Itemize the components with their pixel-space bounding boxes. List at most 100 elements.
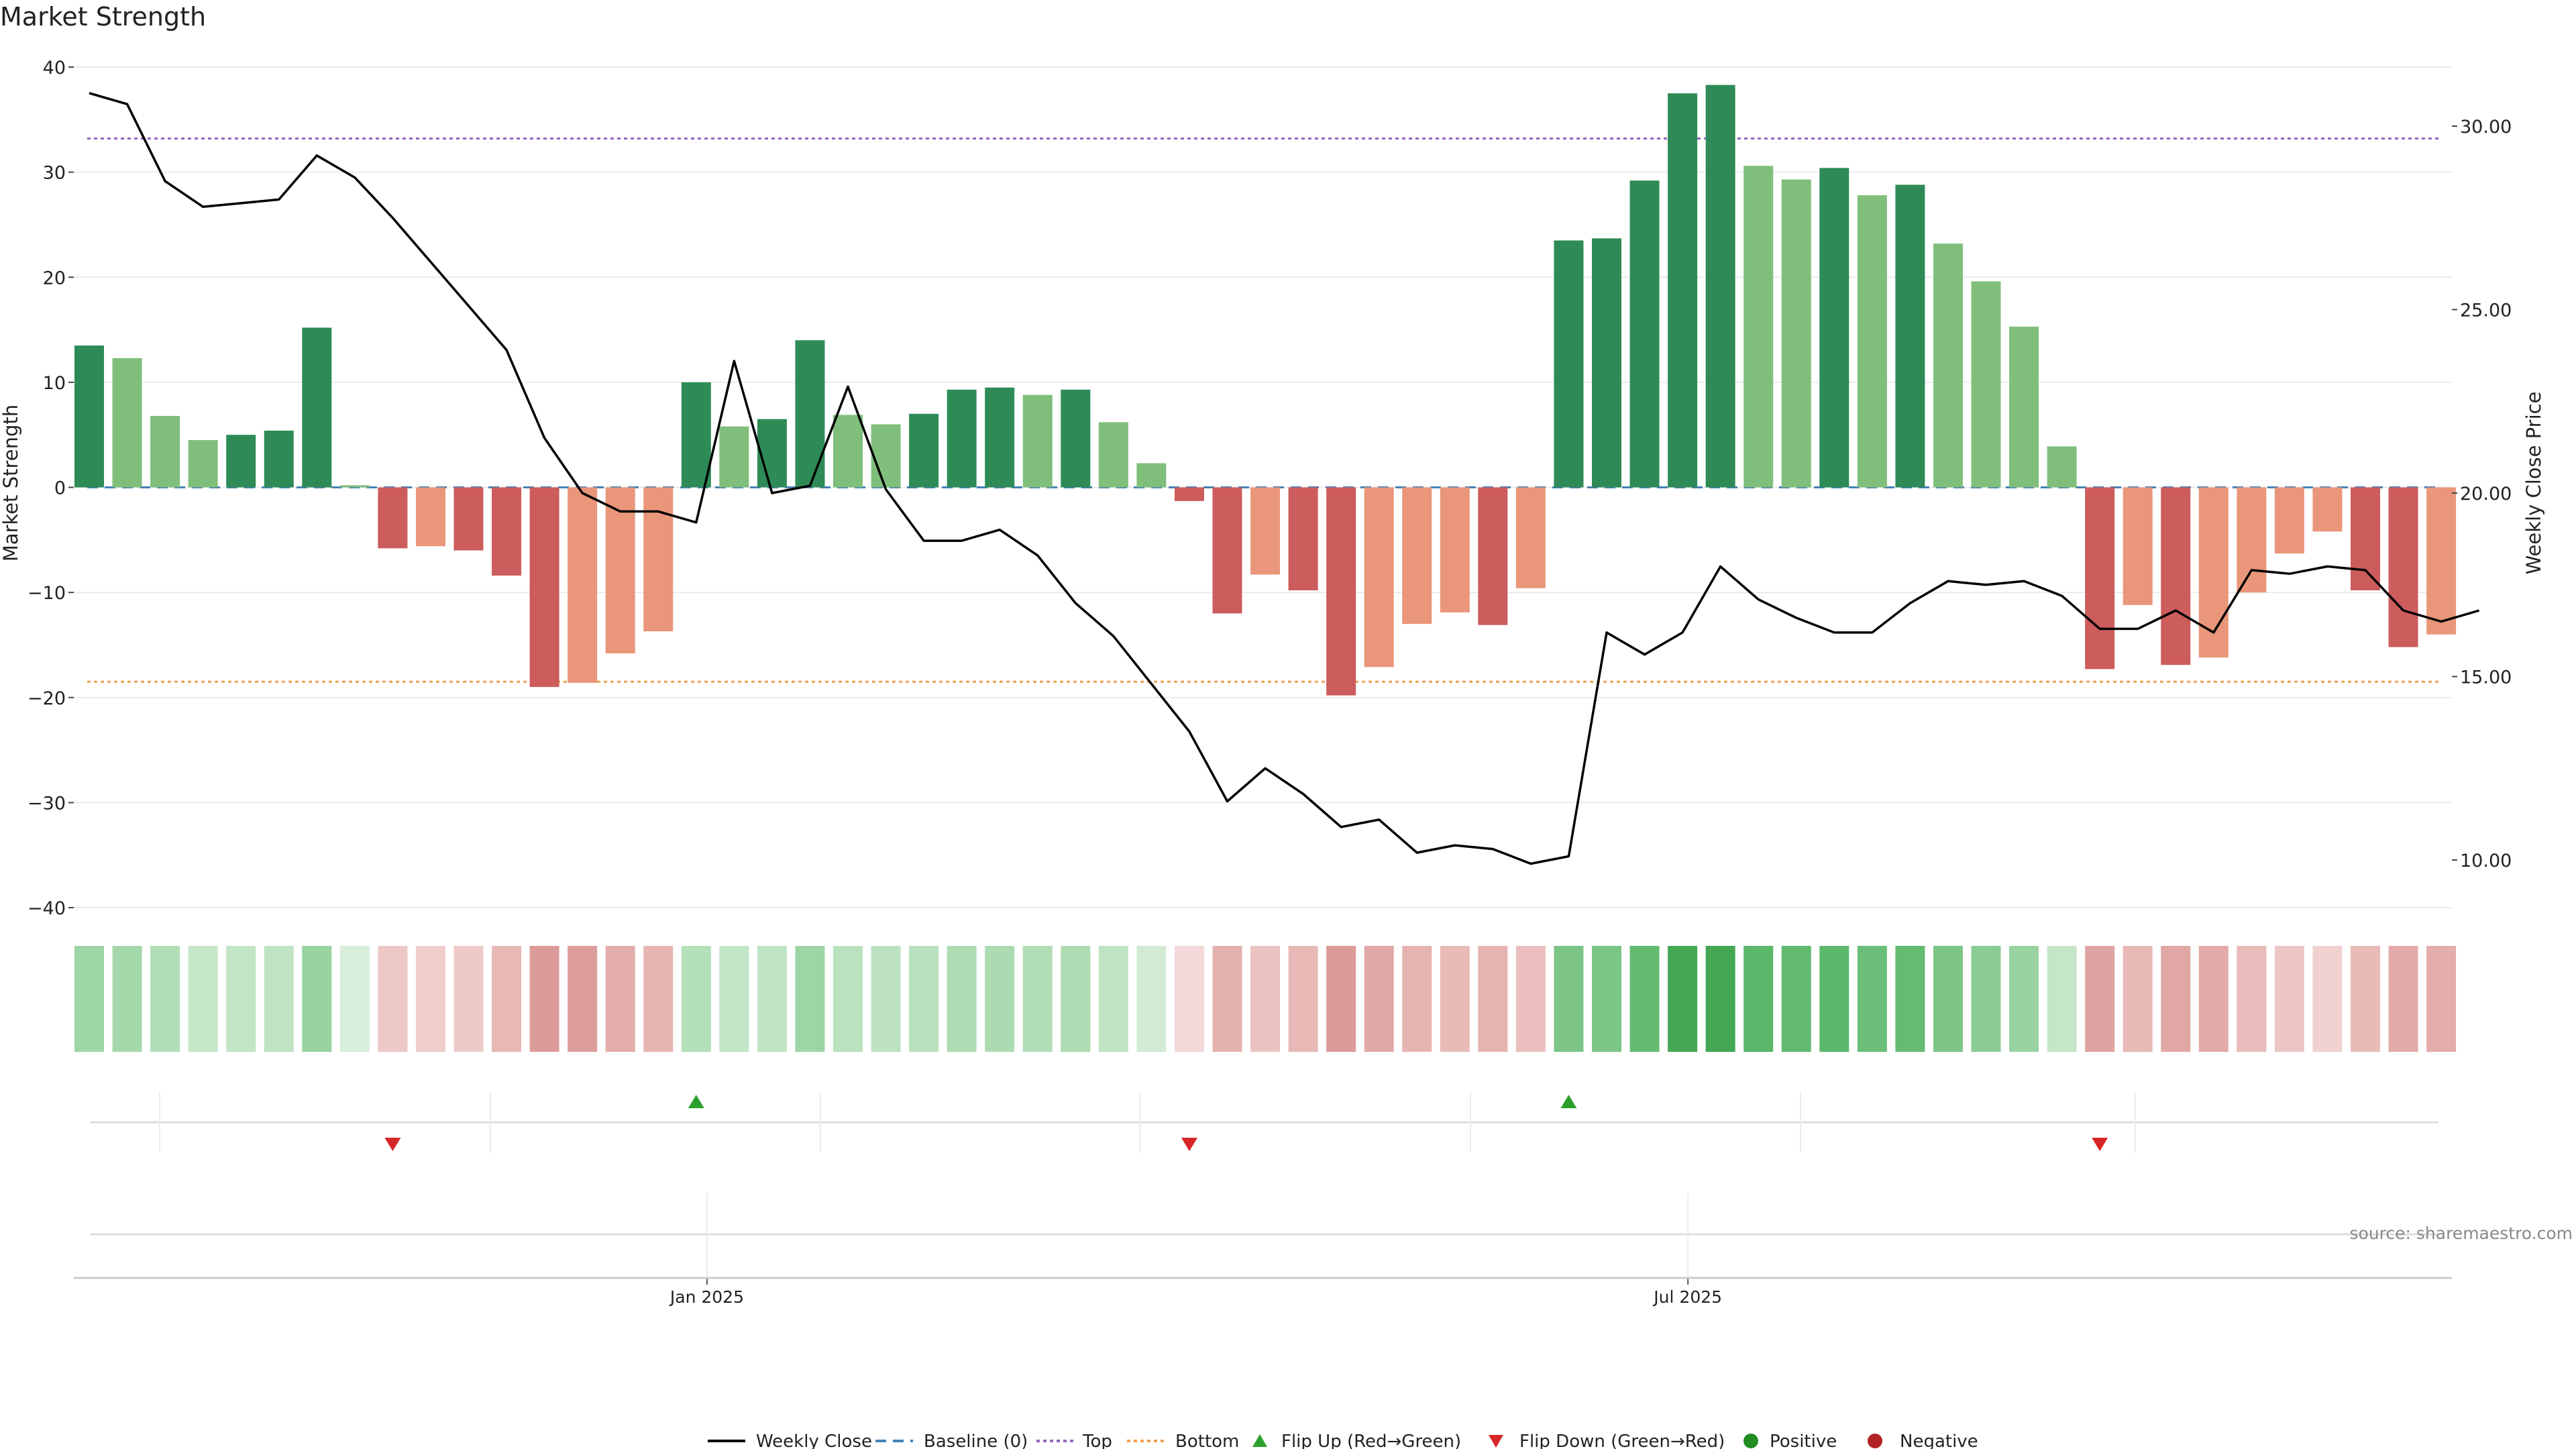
- strip-cell-37: [1478, 946, 1508, 1052]
- bar-17: [719, 426, 749, 488]
- bar-1: [112, 358, 142, 488]
- strip-cell-48: [1895, 946, 1925, 1052]
- bar-14: [605, 487, 635, 653]
- bar-20: [833, 415, 863, 488]
- bar-32: [1288, 487, 1318, 590]
- strip-cell-42: [1668, 946, 1698, 1052]
- bar-27: [1098, 422, 1128, 488]
- strip-cell-38: [1515, 946, 1546, 1052]
- bar-44: [1743, 166, 1774, 488]
- bar-36: [1440, 487, 1470, 612]
- bar-43: [1705, 85, 1735, 488]
- y-left-tick-label-4: 0: [54, 478, 66, 499]
- strip-cell-22: [909, 946, 939, 1052]
- strip-cell-10: [453, 946, 484, 1052]
- x-tick-label-0: Jan 2025: [669, 1287, 744, 1307]
- bar-25: [1022, 394, 1053, 488]
- bar-4: [226, 435, 256, 488]
- strip-cell-58: [2274, 946, 2304, 1052]
- strip-cell-12: [529, 946, 559, 1052]
- x-axis: Jan 2025 Jul 2025: [74, 1193, 2452, 1307]
- strip-cell-43: [1705, 946, 1735, 1052]
- strip-cell-39: [1554, 946, 1584, 1052]
- strip-cell-27: [1098, 946, 1128, 1052]
- bar-60: [2351, 487, 2380, 590]
- bar-28: [1136, 463, 1167, 488]
- legend-swatch-7: [1868, 1434, 1882, 1448]
- strip-cell-46: [1819, 946, 1849, 1052]
- strip-cell-14: [605, 946, 635, 1052]
- bar-62: [2426, 487, 2457, 635]
- strip-cell-7: [339, 946, 370, 1052]
- strip-cell-54: [2123, 946, 2153, 1052]
- strip-cell-9: [415, 946, 445, 1052]
- legend-label-3: Bottom: [1175, 1432, 1239, 1449]
- bar-48: [1895, 184, 1925, 488]
- bar-22: [909, 413, 939, 488]
- strip-cell-33: [1326, 946, 1356, 1052]
- bar-38: [1515, 487, 1546, 588]
- strip-cell-52: [2047, 946, 2077, 1052]
- flip-up-marker-1: [1560, 1095, 1577, 1108]
- strip-cell-57: [2237, 946, 2267, 1052]
- bar-7: [339, 485, 370, 488]
- bar-series: [74, 85, 2457, 696]
- bar-0: [74, 345, 104, 488]
- strip-cell-1: [112, 946, 142, 1052]
- strip-cell-45: [1781, 946, 1811, 1052]
- strip-cell-0: [74, 946, 104, 1052]
- strip-cell-4: [226, 946, 256, 1052]
- bar-55: [2161, 487, 2191, 665]
- y-left-tick-label-8: −40: [28, 898, 66, 919]
- strip-cell-56: [2198, 946, 2229, 1052]
- strip-cell-59: [2312, 946, 2343, 1052]
- y-left-tick-label-7: −30: [28, 793, 66, 814]
- bar-16: [681, 382, 711, 488]
- bar-3: [188, 440, 218, 488]
- bar-26: [1061, 389, 1091, 488]
- strip-cell-23: [947, 946, 977, 1052]
- bar-51: [2009, 326, 2039, 488]
- strip-cell-30: [1212, 946, 1242, 1052]
- bar-49: [1933, 244, 1963, 488]
- legend-swatch-5: [1489, 1435, 1503, 1448]
- y-left-tick-label-1: 30: [43, 163, 66, 184]
- bar-29: [1174, 487, 1204, 501]
- strip-cell-3: [188, 946, 218, 1052]
- strip-cell-16: [681, 946, 711, 1052]
- bar-19: [795, 340, 825, 488]
- bar-10: [453, 487, 484, 551]
- weekly-close-line: [89, 92, 2480, 865]
- bar-9: [415, 487, 445, 547]
- heat-strip: [74, 946, 2457, 1052]
- y-left-tick-label-5: −10: [28, 583, 66, 604]
- strip-cell-49: [1933, 946, 1963, 1052]
- bar-50: [1971, 281, 2001, 488]
- flip-down-marker-1: [1181, 1138, 1197, 1151]
- bar-33: [1326, 487, 1356, 696]
- bar-59: [2312, 487, 2343, 532]
- bar-34: [1364, 487, 1394, 667]
- weekly-close-series: [89, 92, 2480, 865]
- strip-cell-51: [2009, 946, 2039, 1052]
- bar-42: [1668, 93, 1698, 488]
- bar-57: [2237, 487, 2267, 593]
- legend-label-5: Flip Down (Green→Red): [1519, 1432, 1725, 1449]
- y-left-tick-label-2: 20: [43, 268, 66, 288]
- strip-cell-24: [985, 946, 1015, 1052]
- strip-cell-60: [2351, 946, 2380, 1052]
- bar-61: [2388, 487, 2418, 647]
- bar-56: [2198, 487, 2229, 658]
- strip-cell-20: [833, 946, 863, 1052]
- bar-6: [302, 327, 332, 488]
- strip-cell-35: [1402, 946, 1432, 1052]
- y-left-tick-label-3: 10: [43, 373, 66, 394]
- bar-37: [1478, 487, 1508, 625]
- legend-label-7: Negative: [1900, 1432, 1978, 1449]
- strip-cell-62: [2426, 946, 2457, 1052]
- bar-52: [2047, 446, 2077, 488]
- strip-cell-34: [1364, 946, 1394, 1052]
- strip-cell-55: [2161, 946, 2191, 1052]
- strip-cell-11: [492, 946, 522, 1052]
- axes: 40 30 20 10 0 −10 −20 −30 −40 30.00 25.00 20.00 15.0…: [28, 58, 2512, 919]
